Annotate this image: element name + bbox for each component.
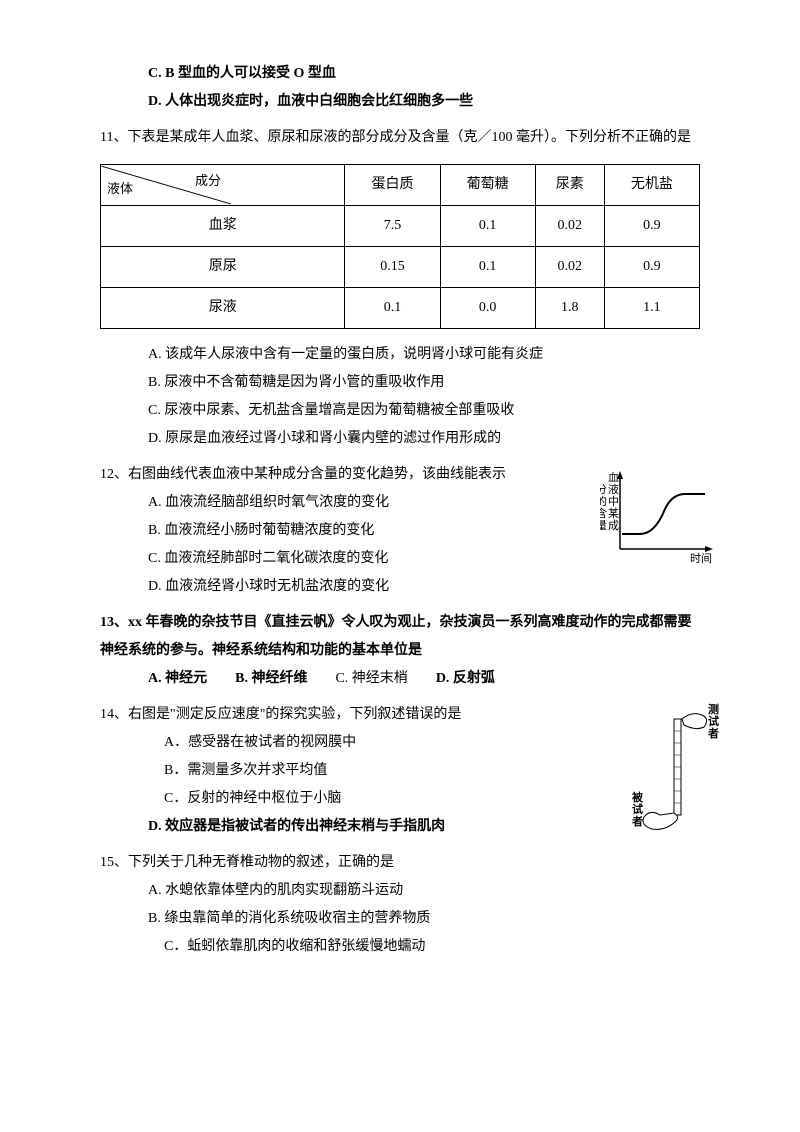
svg-text:试: 试 — [632, 802, 643, 816]
q12-chart: 血 液 中 某 成 分 的 含 量 时间 — [600, 469, 720, 569]
cell: 7.5 — [345, 206, 440, 247]
svg-text:中: 中 — [608, 495, 619, 508]
table-row: 尿液 0.1 0.0 1.8 1.1 — [101, 288, 700, 329]
cell: 0.1 — [440, 206, 535, 247]
svg-text:某: 某 — [608, 507, 619, 520]
q14-option-b: B．需测量多次并求平均值 — [100, 757, 700, 785]
cell: 0.02 — [535, 247, 604, 288]
q11-option-b: B. 尿液中不含葡萄糖是因为肾小管的重吸收作用 — [100, 369, 700, 397]
q15-option-c: C．蚯蚓依靠肌肉的收缩和舒张缓慢地蠕动 — [100, 933, 700, 961]
q13: 13、xx 年春晚的杂技节目《直挂云帆》令人叹为观止，杂技演员一系列高难度动作的… — [100, 609, 700, 693]
fig-bottom-label: 被 — [632, 790, 644, 804]
q14-option-d: D. 效应器是指被试者的传出神经末梢与手指肌肉 — [100, 813, 700, 841]
q13-option-c: C. 神经末梢 — [335, 665, 407, 693]
svg-text:者: 者 — [631, 814, 643, 828]
row-name: 原尿 — [101, 247, 345, 288]
row-name: 尿液 — [101, 288, 345, 329]
svg-text:者: 者 — [707, 726, 719, 740]
q10-option-c: C. B 型血的人可以接受 O 型血 — [100, 60, 700, 88]
svg-text:分: 分 — [600, 483, 607, 496]
col-header: 蛋白质 — [345, 165, 440, 206]
cell: 1.1 — [604, 288, 699, 329]
q11-option-d: D. 原尿是血液经过肾小球和肾小囊内壁的滤过作用形成的 — [100, 425, 700, 453]
q15-option-a: A. 水螅依靠体壁内的肌肉实现翻筋斗运动 — [100, 877, 700, 905]
q11-option-c: C. 尿液中尿素、无机盐含量增高是因为葡萄糖被全部重吸收 — [100, 397, 700, 425]
q14: 14、右图是"测定反应速度"的探究实验，下列叙述错误的是 A．感受器在被试者的视… — [100, 701, 700, 841]
q14-option-c: C．反射的神经中枢位于小脑 — [100, 785, 700, 813]
table-diag-cell: 成分 液体 — [101, 165, 345, 206]
table-row: 血浆 7.5 0.1 0.02 0.9 — [101, 206, 700, 247]
q11-option-a: A. 该成年人尿液中含有一定量的蛋白质，说明肾小球可能有炎症 — [100, 341, 700, 369]
q15: 15、下列关于几种无脊椎动物的叙述，正确的是 A. 水螅依靠体壁内的肌肉实现翻筋… — [100, 849, 700, 961]
diag-bottom-label: 液体 — [107, 176, 133, 202]
cell: 0.1 — [440, 247, 535, 288]
diag-top-label: 成分 — [195, 168, 221, 194]
q15-intro: 15、下列关于几种无脊椎动物的叙述，正确的是 — [100, 849, 700, 877]
q11-intro: 11、下表是某成年人血浆、原尿和尿液的部分成分及含量（克／100 毫升）。下列分… — [100, 124, 700, 152]
q11: 11、下表是某成年人血浆、原尿和尿液的部分成分及含量（克／100 毫升）。下列分… — [100, 124, 700, 453]
svg-text:的: 的 — [600, 494, 607, 508]
page-content: C. B 型血的人可以接受 O 型血 D. 人体出现炎症时，血液中白细胞会比红细… — [0, 0, 800, 1001]
q13-options: A. 神经元 B. 神经纤维 C. 神经末梢 D. 反射弧 — [100, 665, 700, 693]
col-header: 无机盐 — [604, 165, 699, 206]
fig-top-label: 测 — [708, 702, 719, 716]
chart-xlabel: 时间 — [690, 552, 712, 565]
cell: 0.1 — [345, 288, 440, 329]
q12-option-d: D. 血液流经肾小球时无机盐浓度的变化 — [100, 573, 700, 601]
svg-text:含: 含 — [600, 506, 607, 520]
svg-text:液: 液 — [608, 482, 619, 496]
chart-ylabel: 血 — [608, 470, 619, 484]
q13-intro: 13、xx 年春晚的杂技节目《直挂云帆》令人叹为观止，杂技演员一系列高难度动作的… — [100, 609, 700, 665]
q13-option-d: D. 反射弧 — [436, 665, 495, 693]
cell: 0.9 — [604, 206, 699, 247]
svg-text:试: 试 — [708, 714, 719, 728]
q11-table: 成分 液体 蛋白质 葡萄糖 尿素 无机盐 血浆 7.5 0.1 0.02 0.9… — [100, 164, 700, 329]
q10-option-d: D. 人体出现炎症时，血液中白细胞会比红细胞多一些 — [100, 88, 700, 116]
q13-option-a: A. 神经元 — [148, 665, 207, 693]
row-name: 血浆 — [101, 206, 345, 247]
cell: 0.0 — [440, 288, 535, 329]
q15-option-b: B. 绦虫靠简单的消化系统吸收宿主的营养物质 — [100, 905, 700, 933]
q14-option-a: A．感受器在被试者的视网膜中 — [100, 729, 700, 757]
table-header-row: 成分 液体 蛋白质 葡萄糖 尿素 无机盐 — [101, 165, 700, 206]
cell: 1.8 — [535, 288, 604, 329]
col-header: 葡萄糖 — [440, 165, 535, 206]
table-row: 原尿 0.15 0.1 0.02 0.9 — [101, 247, 700, 288]
cell: 0.15 — [345, 247, 440, 288]
q13-option-b: B. 神经纤维 — [235, 665, 307, 693]
col-header: 尿素 — [535, 165, 604, 206]
q14-figure: 测 试 者 被 试 者 — [630, 701, 730, 841]
q14-intro: 14、右图是"测定反应速度"的探究实验，下列叙述错误的是 — [100, 701, 700, 729]
q12: 12、右图曲线代表血液中某种成分含量的变化趋势，该曲线能表示 A. 血液流经脑部… — [100, 461, 700, 601]
cell: 0.9 — [604, 247, 699, 288]
svg-text:量: 量 — [600, 519, 607, 532]
svg-text:成: 成 — [608, 519, 619, 532]
cell: 0.02 — [535, 206, 604, 247]
